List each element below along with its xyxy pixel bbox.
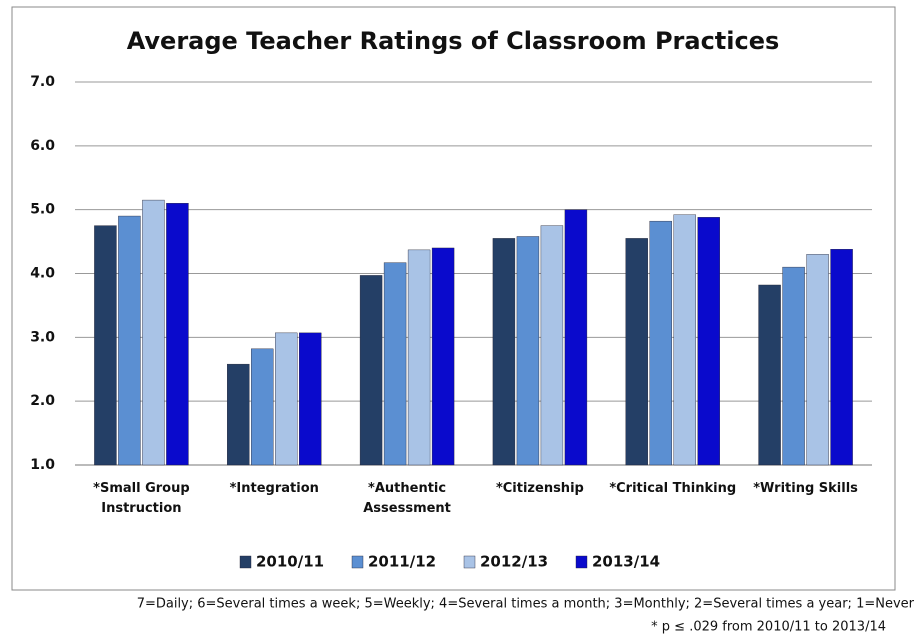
bar (166, 203, 189, 466)
legend-swatch (351, 555, 364, 569)
y-tick-label: 1.0 (30, 457, 55, 473)
y-tick-label: 6.0 (30, 138, 55, 154)
legend-label: 2012/13 (480, 553, 548, 571)
bar (118, 215, 141, 466)
x-tick-label: *Small Group Instruction (93, 481, 190, 516)
bar (540, 225, 564, 466)
footnote: 7=Daily; 6=Several times a week; 5=Weekl… (137, 597, 915, 612)
y-tick-label: 4.0 (30, 266, 55, 282)
bar (251, 348, 274, 466)
bar (673, 214, 696, 466)
bar (758, 284, 781, 466)
bar (697, 217, 720, 466)
bar (227, 363, 250, 466)
x-tick-label: *Critical Thinking (609, 481, 737, 496)
x-tick-label: *Integration (229, 481, 319, 496)
bar (275, 332, 298, 466)
legend-swatch (239, 555, 252, 569)
legend-label: 2011/12 (368, 553, 436, 571)
bar (94, 225, 117, 466)
bar (830, 249, 853, 466)
y-tick-label: 2.0 (30, 393, 55, 409)
bar (299, 332, 322, 466)
y-tick-label: 7.0 (30, 74, 55, 90)
bar (142, 199, 165, 466)
bar (782, 266, 805, 466)
bar (516, 236, 540, 466)
bar (564, 209, 588, 466)
x-tick-label: *Writing Skills (753, 481, 858, 496)
legend-swatch (575, 555, 588, 569)
legend-label: 2013/14 (592, 553, 660, 571)
bar (806, 254, 829, 466)
footnote: * p ≤ .029 from 2010/11 to 2013/14 (651, 620, 886, 635)
bar (625, 238, 648, 466)
legend-label: 2010/11 (256, 553, 324, 571)
x-tick-label: *Citizenship (495, 481, 584, 496)
x-tick-label: *Authentic Assessment (363, 481, 451, 516)
bar (407, 249, 431, 466)
y-tick-label: 5.0 (30, 202, 55, 218)
y-tick-label: 3.0 (30, 329, 55, 345)
chart-title: Average Teacher Ratings of Classroom Pra… (127, 27, 780, 55)
bar (492, 238, 516, 466)
bar (383, 262, 407, 466)
bar (649, 220, 672, 466)
legend-swatch (463, 555, 476, 569)
bar (431, 247, 455, 466)
bar (359, 275, 383, 466)
